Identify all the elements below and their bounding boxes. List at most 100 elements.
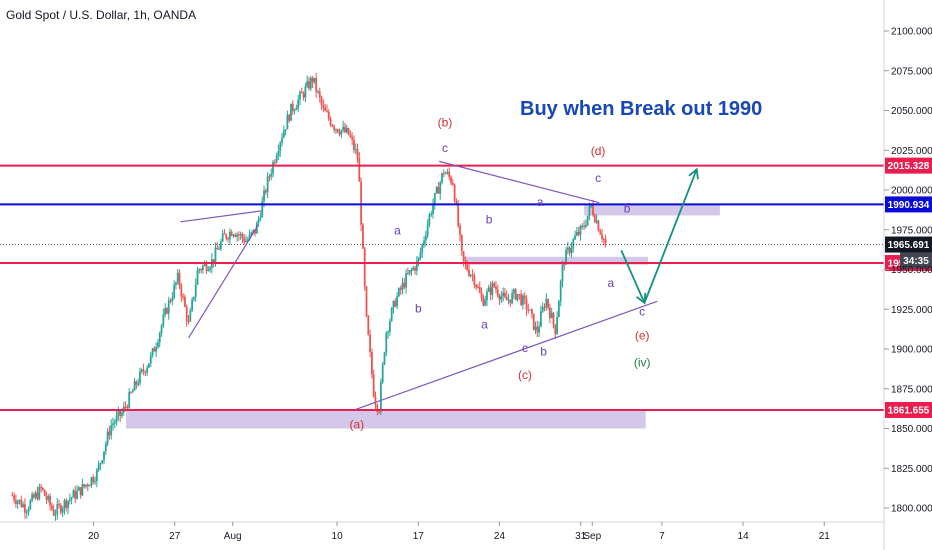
candle-body	[137, 383, 140, 385]
candle-body	[219, 241, 222, 250]
candle-body	[15, 500, 17, 504]
candle-body	[16, 501, 19, 504]
forecast-arrows[interactable]	[620, 167, 699, 305]
candle-body	[94, 481, 96, 483]
candle-body	[390, 308, 393, 322]
candle-body	[299, 92, 301, 100]
candle-body	[342, 126, 345, 131]
wave-label: c	[639, 305, 645, 319]
candle-body	[225, 234, 228, 239]
candle-body	[245, 240, 247, 243]
candle-body	[112, 423, 114, 426]
candle-body	[550, 312, 553, 319]
candle-body	[570, 247, 573, 253]
wave-label: a	[481, 317, 488, 331]
candle-body	[514, 289, 517, 300]
candle-body	[59, 505, 62, 513]
trend-line[interactable]	[180, 210, 263, 223]
candle-body	[317, 91, 319, 93]
candle-body	[523, 295, 526, 299]
candle-body	[318, 91, 321, 98]
candle-body	[383, 352, 386, 365]
candle-body	[575, 231, 578, 236]
candle-body	[367, 315, 370, 335]
candle-body	[505, 296, 508, 301]
candle-body	[320, 97, 323, 105]
candle-body	[604, 239, 607, 244]
wave-label: b	[486, 212, 493, 226]
candle-body	[234, 234, 237, 237]
candle-body	[221, 233, 224, 242]
candle-body	[164, 308, 167, 315]
candle-body	[29, 500, 32, 510]
candle-body	[56, 503, 59, 515]
candle-body	[554, 324, 557, 334]
trend-line[interactable]	[188, 224, 259, 339]
candle-body	[548, 307, 551, 319]
trend-lines[interactable]	[180, 160, 658, 410]
candle-body	[412, 267, 415, 270]
candle-body	[263, 190, 265, 202]
candle-body	[379, 382, 382, 412]
candle-body	[376, 404, 379, 412]
candle-body	[450, 176, 452, 183]
candle-body	[178, 272, 181, 286]
candle-body	[344, 126, 346, 133]
candle-body	[43, 489, 46, 496]
candle-body	[345, 128, 348, 133]
wave-label: b	[624, 201, 631, 215]
candle-body	[394, 300, 397, 307]
candle-body	[85, 484, 87, 487]
price-label-box	[885, 157, 932, 174]
y-tick-label: 1900.000	[891, 345, 932, 356]
y-tick-label: 1800.000	[891, 504, 932, 515]
candle-body	[362, 224, 364, 249]
price-label-box	[885, 401, 932, 418]
candle-body	[58, 503, 60, 506]
candle-body	[399, 288, 402, 290]
candle-body	[47, 496, 50, 500]
candle-body	[189, 310, 192, 322]
candle-body	[207, 269, 210, 271]
candle-body	[86, 484, 89, 487]
trend-line[interactable]	[355, 300, 658, 410]
candle-body	[236, 234, 238, 237]
price-label-text: 1965.691	[888, 240, 930, 251]
trend-line[interactable]	[439, 160, 600, 204]
candle-body	[140, 369, 143, 372]
candle-body	[335, 129, 337, 131]
candle-body	[455, 200, 458, 205]
candle-body	[441, 173, 443, 183]
candle-body	[405, 273, 407, 288]
x-tick-label: 21	[819, 531, 831, 542]
candle-body	[365, 286, 368, 316]
price-label-text: 2015.328	[888, 161, 930, 172]
candle-body	[153, 348, 156, 352]
candle-body	[349, 134, 352, 137]
forecast-arrow[interactable]	[643, 169, 698, 304]
candle-body	[95, 470, 98, 482]
candle-body	[162, 314, 165, 326]
candle-body	[239, 233, 242, 236]
candle-body	[529, 309, 532, 311]
candle-body	[101, 460, 104, 464]
candle-body	[171, 297, 174, 302]
candle-body	[451, 182, 454, 185]
price-levels[interactable]: 2015.3281990.9341965.6911954.0741861.655…	[0, 157, 932, 418]
candle-body	[493, 283, 496, 287]
candle-body	[417, 257, 420, 261]
candle-body	[565, 249, 567, 265]
candle-body	[65, 500, 68, 508]
candle-body	[581, 225, 584, 227]
candle-body	[351, 136, 354, 140]
candle-body	[595, 220, 598, 223]
forecast-arrow[interactable]	[620, 250, 646, 304]
countdown-box	[900, 252, 932, 269]
candle-body	[419, 252, 422, 258]
candle-body	[32, 494, 35, 498]
candle-body	[457, 204, 460, 227]
wave-label: (iv)	[634, 355, 651, 369]
